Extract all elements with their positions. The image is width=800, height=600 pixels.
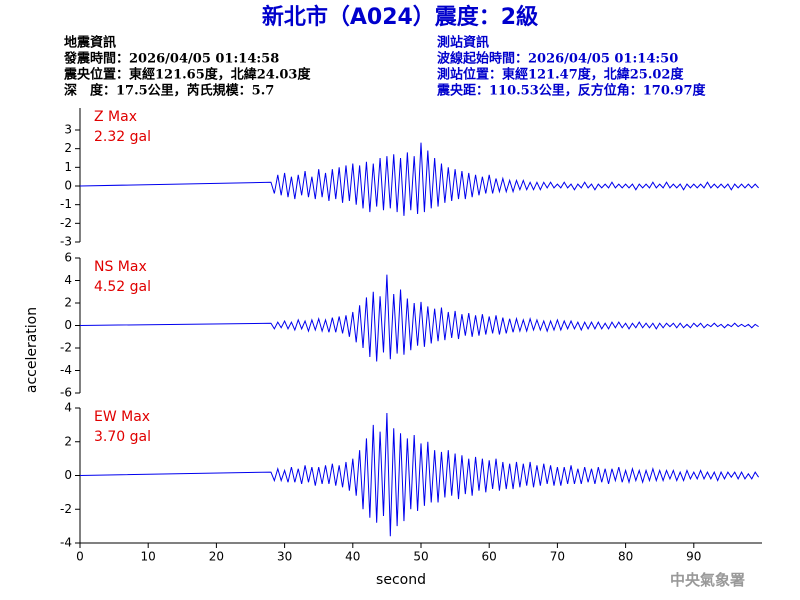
info-left: 地震資訊: [64, 35, 116, 51]
y-tick-label: -2: [60, 502, 72, 516]
y-tick-label: 2: [64, 296, 72, 310]
y-tick-label: 3: [64, 123, 72, 137]
x-tick-label: 90: [686, 550, 701, 564]
waveform: [79, 413, 760, 537]
info-right: 測站資訊: [437, 35, 489, 51]
y-tick-label: 0: [64, 318, 72, 332]
y-tick-label: -1: [60, 197, 72, 211]
x-axis-label: second: [376, 572, 426, 588]
y-tick-label: 1: [64, 160, 72, 174]
y-tick-label: 0: [64, 468, 72, 482]
panel-label: NS Max: [94, 259, 147, 275]
panel-max: 2.32 gal: [94, 129, 151, 145]
x-tick-label: 50: [413, 550, 428, 564]
info-left: 發震時間：2026/04/05 01:14:58: [63, 51, 279, 67]
panel-max: 3.70 gal: [94, 429, 151, 445]
waveform: [79, 142, 759, 216]
y-tick-label: -4: [60, 536, 72, 550]
info-right: 測站位置：東經121.47度，北緯25.02度: [437, 67, 684, 83]
info-left: 深 度：17.5公里，芮氏規模：5.7: [64, 83, 274, 99]
info-right: 震央距：110.53公里，反方位角：170.97度: [436, 83, 707, 99]
y-tick-label: -3: [60, 235, 72, 249]
x-tick-label: 40: [345, 550, 360, 564]
info-right: 波線起始時間：2026/04/05 01:14:50: [437, 51, 678, 67]
x-tick-label: 20: [209, 550, 224, 564]
x-tick-label: 80: [618, 550, 633, 564]
y-tick-label: 4: [64, 273, 72, 287]
panel-label: Z Max: [94, 109, 137, 125]
panel-max: 4.52 gal: [94, 279, 151, 295]
x-tick-label: 70: [550, 550, 565, 564]
waveform: [79, 274, 759, 362]
y-tick-label: 4: [64, 401, 72, 415]
info-left: 震央位置：東經121.65度，北緯24.03度: [63, 67, 311, 83]
x-tick-label: 0: [76, 550, 84, 564]
x-tick-label: 30: [277, 550, 292, 564]
y-tick-label: 2: [64, 434, 72, 448]
y-tick-label: -6: [60, 386, 72, 400]
watermark: 中央氣象署: [670, 571, 745, 589]
chart-title: 新北市（A024）震度：2級: [262, 4, 538, 30]
y-tick-label: 6: [64, 251, 72, 265]
y-tick-label: -2: [60, 341, 72, 355]
y-axis-label: acceleration: [24, 307, 40, 393]
y-tick-label: -2: [60, 216, 72, 230]
x-tick-label: 60: [482, 550, 497, 564]
y-tick-label: 2: [64, 141, 72, 155]
y-tick-label: 0: [64, 179, 72, 193]
panel-label: EW Max: [94, 409, 150, 425]
y-tick-label: -4: [60, 363, 72, 377]
x-tick-label: 10: [141, 550, 156, 564]
